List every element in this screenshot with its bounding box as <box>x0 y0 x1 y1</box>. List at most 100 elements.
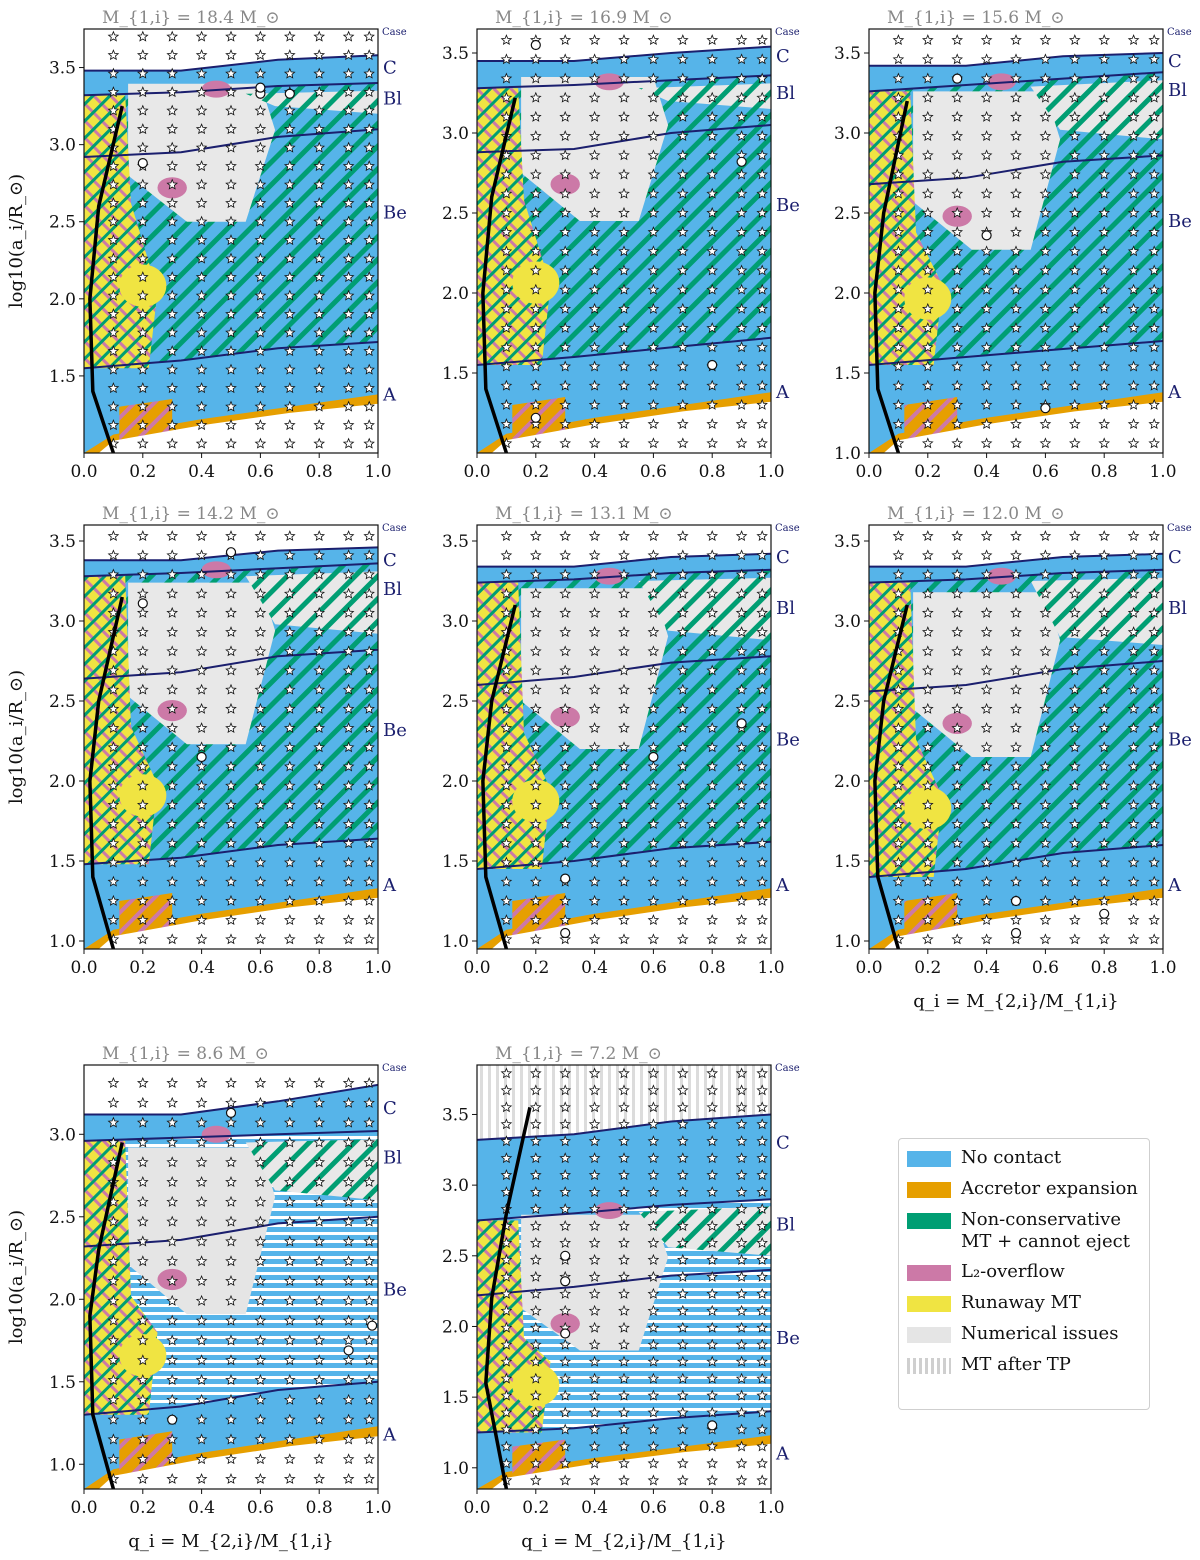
star-marker <box>588 302 601 314</box>
star-marker <box>647 1169 660 1181</box>
star-marker <box>735 568 748 580</box>
star-marker <box>529 741 542 753</box>
star-marker <box>500 1321 513 1333</box>
star-marker <box>225 419 237 431</box>
x-tick-label: 0.8 <box>699 958 726 978</box>
star-marker <box>756 1067 768 1079</box>
star-marker <box>756 1372 768 1384</box>
x-tick-label: 0.6 <box>640 958 667 978</box>
star-marker <box>706 1186 719 1198</box>
star-marker <box>313 400 326 412</box>
star-marker <box>254 30 267 42</box>
star-marker <box>529 722 542 734</box>
star-marker <box>195 271 208 283</box>
star-marker <box>647 398 660 410</box>
star-marker <box>136 664 149 676</box>
star-marker <box>136 1077 149 1089</box>
star-marker <box>363 1354 375 1366</box>
y-tick-label: 3.0 <box>49 1125 76 1145</box>
star-marker <box>195 437 208 449</box>
star-marker <box>342 549 355 561</box>
open-point <box>1099 908 1110 919</box>
star-marker <box>1068 741 1081 753</box>
star-marker <box>107 1136 120 1148</box>
star-marker <box>313 1314 326 1326</box>
star-marker <box>225 437 237 449</box>
x-tick-label: 0.8 <box>699 462 726 482</box>
star-marker <box>588 91 601 103</box>
star-marker <box>529 187 542 199</box>
open-point <box>1010 927 1022 939</box>
star-marker <box>1127 933 1140 945</box>
star-marker <box>756 418 768 430</box>
star-marker <box>1127 606 1140 618</box>
star-marker <box>363 1374 375 1386</box>
region-no-contact-top <box>84 547 378 577</box>
star-marker <box>892 568 905 580</box>
star-marker <box>588 798 601 810</box>
star-marker <box>195 1453 208 1465</box>
star-marker <box>676 226 689 238</box>
star-marker <box>1068 760 1081 772</box>
star-marker <box>921 702 934 714</box>
star-marker <box>951 837 964 849</box>
star-marker <box>735 226 748 238</box>
star-marker <box>107 400 120 412</box>
star-marker <box>676 322 689 334</box>
star-marker <box>166 1195 179 1207</box>
star-marker <box>166 1077 179 1089</box>
star-marker <box>1148 606 1160 618</box>
star-marker <box>588 322 601 334</box>
region-hatched-grey <box>245 1139 378 1201</box>
star-marker <box>951 779 964 791</box>
star-marker <box>529 779 542 791</box>
star-marker <box>500 72 513 84</box>
star-marker <box>225 271 237 283</box>
star-marker <box>1039 245 1052 257</box>
star-marker <box>107 1294 120 1306</box>
star-marker <box>1068 226 1081 238</box>
star-marker <box>1098 875 1111 887</box>
star-marker <box>342 49 355 61</box>
star-marker <box>1127 549 1140 561</box>
critical-mass-ratio-line <box>873 100 909 453</box>
star-marker <box>1039 187 1052 199</box>
star-marker <box>225 1433 237 1445</box>
star-marker <box>1098 798 1111 810</box>
x-tick-label: 0.2 <box>129 1498 156 1518</box>
star-marker <box>225 1354 237 1366</box>
star-marker <box>756 130 768 142</box>
star-marker <box>166 1453 179 1465</box>
star-marker <box>363 875 375 887</box>
star-marker <box>363 271 375 283</box>
star-marker <box>756 1457 768 1469</box>
star-marker <box>283 1413 296 1425</box>
star-marker <box>559 1372 571 1384</box>
star-marker <box>618 1474 630 1486</box>
star-marker <box>706 875 719 887</box>
star-marker <box>195 741 208 753</box>
star-marker <box>254 875 267 887</box>
star-marker <box>951 626 964 638</box>
legend-label: Non-conservative MT + cannot eject <box>961 1209 1130 1252</box>
y-tick-label: 1.5 <box>442 1388 469 1408</box>
panel-title: M_{1,i} = 16.9 M_⊙ <box>495 8 673 28</box>
star-marker <box>735 683 748 695</box>
star-marker <box>1127 914 1140 926</box>
star-marker <box>647 798 660 810</box>
star-marker <box>676 1220 689 1232</box>
star-marker <box>1068 72 1081 84</box>
star-marker <box>500 779 513 791</box>
star-marker <box>529 1101 542 1113</box>
star-marker <box>559 1457 571 1469</box>
star-marker <box>107 86 120 98</box>
open-point <box>707 1420 718 1431</box>
star-marker <box>980 818 993 830</box>
x-tick-label: 0.2 <box>522 958 549 978</box>
star-marker <box>618 283 630 295</box>
star-marker <box>1148 149 1160 161</box>
star-marker <box>283 1096 296 1108</box>
star-marker <box>225 1473 237 1484</box>
star-marker <box>313 30 326 42</box>
star-marker <box>559 1440 572 1452</box>
